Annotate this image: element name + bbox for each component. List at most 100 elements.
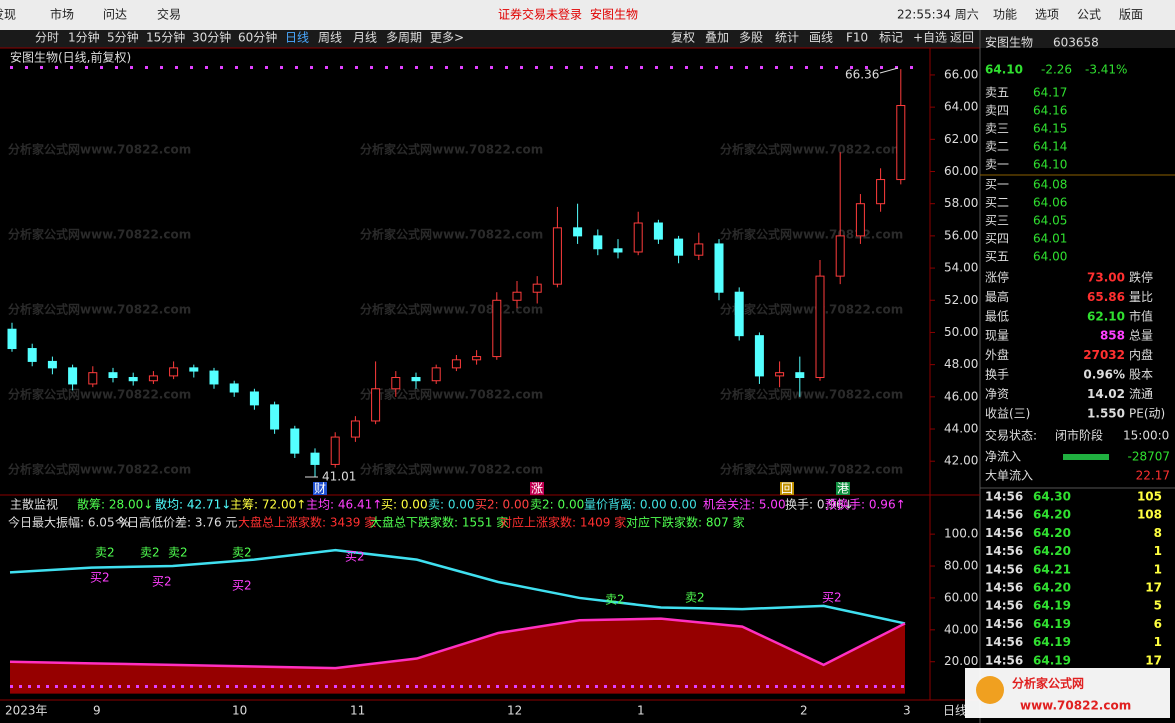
dot-row — [838, 685, 841, 688]
candle-body — [229, 383, 239, 393]
candle-body — [532, 283, 542, 293]
dot-row — [430, 66, 433, 69]
dot-row — [235, 66, 238, 69]
dot-row — [640, 66, 643, 69]
status-label: 交易状态: — [985, 428, 1037, 443]
dot-row — [205, 66, 208, 69]
signal: 卖2 — [685, 591, 705, 605]
indicator-stat: 今日最大振幅: 6.05 % — [8, 515, 130, 530]
candle-body — [68, 367, 78, 385]
period-tab[interactable]: 月线 — [353, 31, 377, 45]
indicator-label: 散均: 42.71↓ — [155, 497, 231, 512]
period-tab[interactable]: 分时 — [35, 31, 59, 45]
dot-row — [685, 66, 688, 69]
stat-value: 65.86 — [1087, 290, 1125, 304]
indicator-label: 卖: 0.00 — [428, 498, 475, 512]
dot-row — [829, 685, 832, 688]
period-tab[interactable]: 多周期 — [386, 31, 422, 45]
period-tab[interactable]: 1分钟 — [68, 30, 100, 45]
y-tick-label: 50.00 — [944, 325, 978, 339]
signal: 卖2 — [140, 546, 160, 560]
dot-row — [595, 66, 598, 69]
candle-body — [613, 248, 623, 253]
menu-item[interactable]: 版面 — [1119, 8, 1143, 22]
tool-button[interactable]: 复权 — [671, 31, 695, 45]
dot-row — [91, 685, 94, 688]
dot-row — [136, 685, 139, 688]
tool-button[interactable]: 多股 — [739, 31, 763, 45]
dot-row — [28, 685, 31, 688]
dot-row — [775, 685, 778, 688]
dot-row — [670, 66, 673, 69]
dot-row — [160, 66, 163, 69]
status-time: 15:00:0 — [1123, 429, 1169, 443]
dot-row — [55, 66, 58, 69]
period-tab[interactable]: 60分钟 — [238, 30, 277, 45]
menu-item[interactable]: 功能 — [993, 8, 1017, 22]
signal: 买2 — [152, 575, 172, 589]
signal: 卖2 — [232, 546, 252, 560]
dot-row — [253, 685, 256, 688]
stat-label: 股本 — [1129, 368, 1153, 382]
menu-item[interactable]: 发现 — [0, 7, 16, 22]
tool-button[interactable]: 统计 — [775, 31, 799, 45]
dot-row — [46, 685, 49, 688]
ask-price: 64.15 — [1033, 122, 1067, 136]
tool-button[interactable]: F10 — [846, 31, 868, 45]
candle-body — [169, 367, 179, 377]
tool-button[interactable]: 标记 — [879, 31, 903, 45]
tool-button[interactable]: 画线 — [809, 31, 833, 45]
dot-row — [208, 685, 211, 688]
menu-item[interactable]: 问达 — [103, 8, 127, 22]
trade-price: 64.19 — [1033, 635, 1071, 649]
dot-row — [424, 685, 427, 688]
candle-body — [714, 243, 724, 293]
tool-button[interactable]: 叠加 — [705, 31, 729, 45]
menu-item[interactable]: 选项 — [1035, 8, 1059, 22]
tool-button[interactable]: 返回 — [950, 31, 974, 45]
candle-body — [330, 436, 340, 465]
marker-box — [836, 482, 850, 495]
period-tab[interactable]: 15分钟 — [146, 30, 185, 45]
date-label: 1 — [637, 704, 645, 718]
menu-stock: 安图生物 — [590, 7, 638, 22]
trade-time: 14:56 — [985, 508, 1023, 522]
date-label: 3 — [903, 704, 911, 718]
dot-row — [295, 66, 298, 69]
stat-label: 量比 — [1129, 290, 1153, 304]
candle-body — [633, 222, 643, 253]
dot-row — [289, 685, 292, 688]
stat-label: 现量 — [985, 329, 1009, 343]
dot-row — [361, 685, 364, 688]
marker: 涨 — [531, 481, 543, 496]
y-tick-label: 54.00 — [944, 261, 978, 275]
period-tab[interactable]: 更多> — [430, 31, 464, 45]
dot-row — [445, 66, 448, 69]
high-label: 66.36 — [845, 68, 879, 82]
stat-label: 最低 — [985, 309, 1009, 323]
period-tab[interactable]: 30分钟 — [192, 30, 231, 45]
dot-row — [496, 685, 499, 688]
candle-body — [734, 291, 744, 337]
indicator-label: 预换手: 0.96↑ — [825, 498, 906, 512]
menu-item[interactable]: 市场 — [50, 7, 74, 22]
menu-item[interactable]: 公式 — [1077, 8, 1101, 22]
indicator-stat: 对应上涨家数: 1409 家 — [500, 515, 626, 530]
period-tab[interactable]: 5分钟 — [107, 30, 139, 45]
period-tab[interactable]: 日线 — [285, 31, 309, 45]
watermark: 分析家公式网www.70822.com — [720, 302, 903, 317]
trade-price: 64.19 — [1033, 653, 1071, 667]
y-tick-label: 100.0 — [944, 527, 978, 541]
period-tab[interactable]: 周线 — [318, 31, 342, 45]
dot-row — [190, 685, 193, 688]
dot-row — [415, 685, 418, 688]
trade-price: 64.20 — [1033, 544, 1071, 558]
dot-row — [880, 66, 883, 69]
bid-label: 买一 — [985, 178, 1009, 192]
menu-item[interactable]: 交易 — [157, 7, 181, 22]
dot-row — [340, 66, 343, 69]
marker: 港 — [837, 482, 849, 496]
stat-value: 14.02 — [1087, 387, 1125, 401]
tool-button[interactable]: +自选 — [913, 31, 947, 45]
candle-body — [88, 372, 98, 385]
